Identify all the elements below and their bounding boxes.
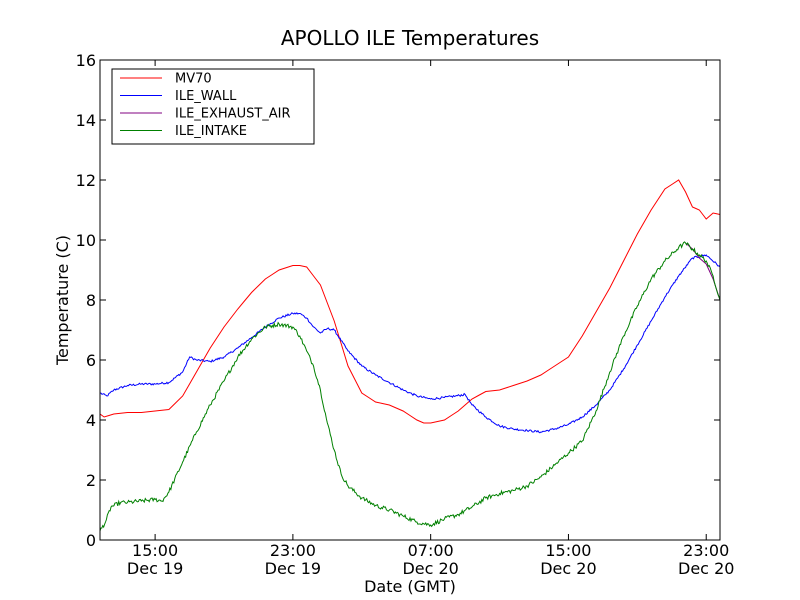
y-axis-label: Temperature (C) [53,235,72,366]
legend-label-ile-exhaust-air: ILE_EXHAUST_AIR [175,107,291,122]
y-tick-label: 16 [76,51,96,70]
legend-label-mv70: MV70 [175,72,212,87]
y-tick-label: 0 [86,531,96,550]
y-tick-label: 6 [86,351,96,370]
x-tick-label-time: 15:00 [545,541,591,560]
x-tick-label-time: 23:00 [683,541,729,560]
series-layer [99,179,721,532]
series-line-ile-wall [99,254,721,434]
legend-label-ile-wall: ILE_WALL [175,89,237,104]
y-tick-label: 10 [76,231,96,250]
y-tick-label: 4 [86,411,96,430]
legend-label-ile-intake: ILE_INTAKE [175,124,247,139]
legend-box [111,68,315,145]
x-tick-label-date: Dec 20 [678,559,734,578]
series-line-ile-intake [99,241,721,532]
y-tick-label: 12 [76,171,96,190]
y-tick-label: 2 [86,471,96,490]
x-tick-label-date: Dec 19 [127,559,183,578]
y-tick-label: 8 [86,291,96,310]
plot-frame [99,59,721,541]
x-tick-label-time: 23:00 [270,541,316,560]
x-tick-label-date: Dec 19 [265,559,321,578]
x-tick-label-date: Dec 20 [540,559,596,578]
y-tick-label: 14 [76,111,96,130]
x-tick-label-date: Dec 20 [402,559,458,578]
chart-title: APOLLO ILE Temperatures [281,26,539,50]
legend: MV70 ILE_WALL ILE_EXHAUST_AIR ILE_INTAKE [111,68,315,145]
x-axis-label: Date (GMT) [364,577,456,596]
x-tick-label-time: 07:00 [408,541,454,560]
x-tick-label-time: 15:00 [132,541,178,560]
